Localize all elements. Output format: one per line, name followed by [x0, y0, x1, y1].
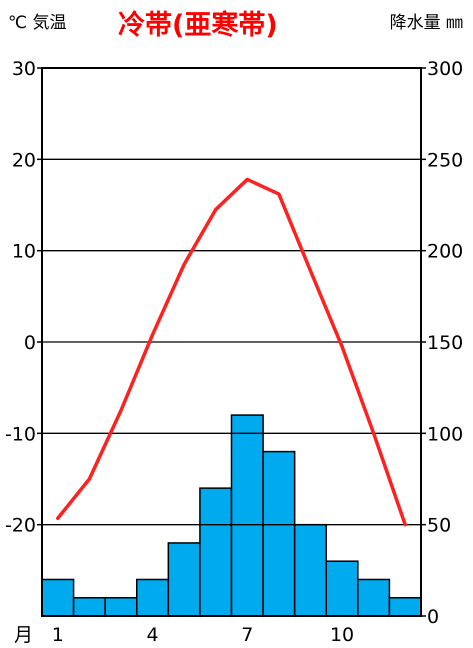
right-tick-label-0: 0: [427, 606, 439, 628]
precipitation-bar-12: [388, 596, 422, 617]
right-tick-label-150: 150: [427, 332, 463, 354]
precipitation-bar-8: [262, 450, 296, 617]
temperature-axis-title: ℃ 気温: [8, 13, 67, 33]
right-tick-label-100: 100: [427, 423, 463, 445]
right-tick-label-200: 200: [427, 241, 463, 263]
precipitation-bar-4: [136, 578, 170, 617]
left-tick-label-30: 30: [12, 58, 36, 80]
chart-title: 冷帯(亜寒帯): [118, 10, 278, 41]
precipitation-bar-10: [325, 560, 359, 617]
x-tick-label-7: 7: [241, 624, 253, 646]
left-tick-label--20: -20: [5, 515, 36, 537]
right-tick-label-300: 300: [427, 58, 463, 80]
left-tick-label-10: 10: [12, 241, 36, 263]
precipitation-bar-5: [167, 542, 201, 617]
precipitation-bar-9: [293, 523, 327, 617]
temperature-line: [56, 177, 407, 527]
x-tick-label-10: 10: [330, 624, 354, 646]
left-tick-label-0: 0: [24, 332, 36, 354]
right-tick-label-50: 50: [427, 515, 451, 537]
precipitation-bar-6: [199, 487, 233, 617]
precipitation-bar-3: [104, 596, 138, 617]
left-tick-label--10: -10: [5, 423, 36, 445]
left-tick-label-20: 20: [12, 149, 36, 171]
precipitation-bar-2: [72, 596, 106, 617]
right-tick-label-250: 250: [427, 149, 463, 171]
precipitation-bar-1: [41, 578, 75, 617]
precipitation-bar-7: [230, 414, 264, 617]
precipitation-axis-title: 降水量 ㎜: [389, 13, 463, 33]
x-axis-label: 月: [14, 624, 33, 646]
x-tick-label-1: 1: [52, 624, 64, 646]
x-tick-label-4: 4: [146, 624, 158, 646]
precipitation-bar-11: [357, 578, 391, 617]
